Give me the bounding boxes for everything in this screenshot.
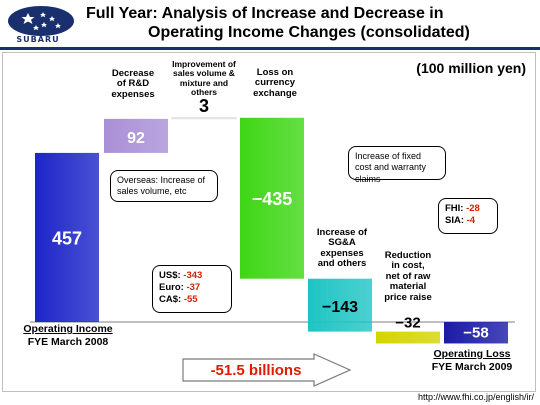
start-axis-label: Operating Income FYE March 2008 — [8, 323, 128, 348]
label-text: Increase of — [316, 227, 368, 238]
category-label-sales: Improvement of sales volume & mixture an… — [164, 59, 244, 98]
label-text: currency — [254, 77, 296, 89]
currency-name: CA$: — [159, 293, 182, 305]
bar-sga — [308, 278, 372, 332]
label-text: SG&A — [328, 237, 356, 249]
value-label: −435 — [252, 189, 293, 209]
label-text: Improvement of — [172, 59, 236, 69]
label-text: mixture and — [179, 77, 229, 88]
value-label: 92 — [127, 130, 145, 147]
label-text: expenses — [111, 88, 155, 100]
category-label-rnd: Decrease of R&D expenses — [98, 68, 168, 100]
label-text: FYE March 2009 — [431, 360, 513, 373]
split-name: FHI: — [445, 203, 464, 214]
brand-wordmark: SUBARU — [16, 35, 60, 44]
header-rule — [0, 47, 540, 50]
label-text: net of raw — [385, 270, 431, 282]
chart-frame — [2, 52, 536, 392]
label-text: FYE March 2008 — [27, 335, 109, 348]
split-row: SIA: -4 — [445, 215, 491, 227]
label-text: and others — [317, 258, 367, 270]
category-label-cost: Reduction in cost, net of raw material p… — [375, 250, 441, 303]
title-line-1: Full Year: Analysis of Increase and Decr… — [86, 5, 444, 22]
callout-fixed-cost: Increase of fixed cost and warranty clai… — [348, 146, 446, 184]
value-label: 3 — [199, 96, 209, 116]
bar-currency — [240, 117, 304, 279]
value-label: −143 — [322, 299, 358, 316]
label-text: price raise — [384, 291, 432, 303]
label-text: of R&D — [116, 78, 150, 90]
unit-label: (100 million yen) — [416, 60, 526, 76]
title-line-2: Operating Income Changes (consolidated) — [148, 24, 470, 41]
bar-start — [35, 152, 99, 322]
category-label-sga: Increase of SG&A expenses and others — [306, 227, 378, 270]
bar-rnd — [104, 118, 168, 153]
callout-currency: US$: -343 Euro: -37 CA$: -55 — [152, 265, 232, 313]
split-value: -28 — [466, 203, 480, 214]
bar-sales — [171, 117, 237, 120]
header: SUBARU Full Year: Analysis of Increase a… — [0, 0, 540, 50]
label-text: sales volume & — [173, 68, 235, 79]
value-label: 457 — [52, 228, 82, 248]
total-change-arrow — [182, 353, 352, 387]
currency-row: CA$: -55 — [159, 294, 225, 306]
value-label: −58 — [463, 325, 488, 342]
currency-name: Euro: — [159, 281, 184, 293]
split-name: SIA: — [445, 214, 464, 226]
split-row: FHI: -28 — [445, 203, 491, 215]
subaru-logo — [8, 6, 74, 36]
currency-row: US$: -343 — [159, 270, 225, 282]
callout-split: FHI: -28 SIA: -4 — [438, 198, 498, 234]
currency-value: -343 — [183, 270, 203, 281]
callout-overseas: Overseas: Increase of sales volume, etc — [110, 170, 218, 202]
label-text: material — [389, 281, 427, 293]
footer-url: http://www.fhi.co.jp/english/ir/ — [417, 392, 534, 402]
label-text: others — [191, 87, 217, 98]
bar-end — [444, 322, 508, 344]
label-text: Operating Income — [23, 323, 113, 335]
label-text: in cost, — [391, 260, 425, 272]
currency-value: -37 — [186, 281, 201, 293]
label-text: Reduction — [384, 250, 432, 261]
label-text: Operating Loss — [433, 348, 511, 360]
currency-name: US$: — [159, 270, 181, 281]
label-text: Decrease — [111, 68, 155, 79]
label-text: Loss on — [256, 67, 294, 78]
currency-row: Euro: -37 — [159, 282, 225, 294]
end-axis-label: Operating Loss FYE March 2009 — [412, 348, 532, 373]
split-value: -4 — [466, 214, 476, 226]
currency-value: -55 — [183, 293, 198, 305]
label-text: expenses — [320, 247, 364, 259]
category-label-currency: Loss on currency exchange — [240, 67, 310, 99]
value-label: −32 — [395, 315, 420, 332]
bar-cost — [376, 331, 440, 344]
label-text: exchange — [253, 87, 297, 99]
total-change-label: -51.5 billions — [210, 362, 302, 379]
